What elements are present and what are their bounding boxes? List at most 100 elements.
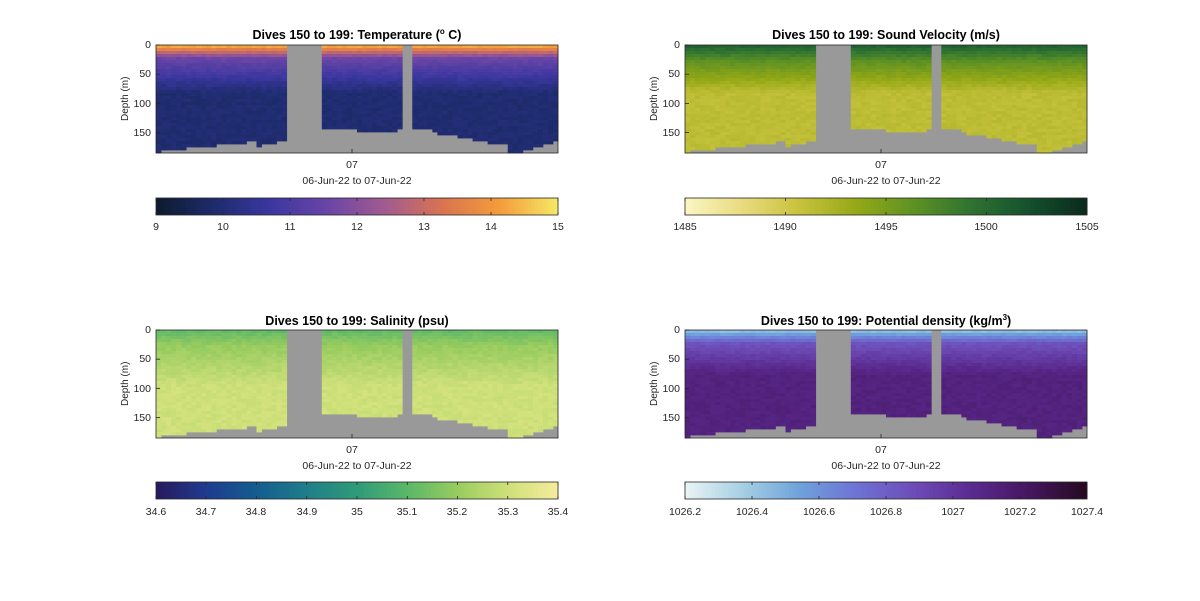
heatmap-cell <box>855 108 862 112</box>
heatmap-cell <box>725 54 731 58</box>
heatmap-cell <box>755 81 761 85</box>
heatmap-cell <box>705 51 711 55</box>
colorbar-segment <box>393 198 398 215</box>
colorbar-segment <box>936 198 941 215</box>
heatmap-cell <box>690 120 696 124</box>
heatmap-cell <box>800 117 807 121</box>
heatmap-cell <box>392 111 398 115</box>
heatmap-cell <box>462 48 468 52</box>
colorbar-segment <box>494 198 499 215</box>
heatmap-cell <box>986 105 992 109</box>
heatmap-cell <box>775 54 781 58</box>
heatmap-cell <box>206 144 212 148</box>
heatmap-column <box>331 45 338 130</box>
heatmap-cell <box>891 75 897 79</box>
heatmap-cell <box>941 126 947 130</box>
heatmap-cell <box>941 60 947 64</box>
heatmap-column <box>176 45 182 151</box>
heatmap-column <box>532 45 539 148</box>
colorbar-segment <box>300 198 304 215</box>
heatmap-cell <box>206 120 212 124</box>
heatmap-cell <box>472 78 479 82</box>
heatmap-cell <box>735 75 741 79</box>
heatmap-cell <box>226 72 232 76</box>
heatmap-cell <box>921 78 927 82</box>
heatmap-cell <box>1076 138 1083 142</box>
colorbar-segment <box>939 198 944 215</box>
heatmap-cell <box>1006 108 1013 112</box>
heatmap-cell <box>720 123 726 127</box>
heatmap-cell <box>966 54 972 58</box>
heatmap-cell <box>710 105 716 109</box>
heatmap-cell <box>1031 111 1038 115</box>
heatmap-cell <box>241 81 247 85</box>
heatmap-cell <box>502 123 509 127</box>
heatmap-cell <box>961 129 967 133</box>
heatmap-cell <box>331 57 338 61</box>
heatmap-cell <box>161 99 167 103</box>
heatmap-cell <box>906 108 912 112</box>
heatmap-cell <box>951 66 957 70</box>
heatmap-cell <box>695 54 701 58</box>
heatmap-cell <box>497 93 504 97</box>
colorbar-segment <box>1016 198 1021 215</box>
heatmap-cell <box>176 99 182 103</box>
heatmap-cell <box>196 108 202 112</box>
heatmap-cell <box>457 114 463 118</box>
heatmap-cell <box>477 66 484 70</box>
heatmap-cell <box>532 78 539 82</box>
heatmap-cell <box>392 84 398 88</box>
heatmap-cell <box>926 84 932 88</box>
heatmap-cell <box>775 78 781 82</box>
colorbar-segment <box>1036 198 1041 215</box>
heatmap-cell <box>800 51 807 55</box>
heatmap-cell <box>527 144 534 148</box>
heatmap-cell <box>710 120 716 124</box>
heatmap-cell <box>547 120 554 124</box>
heatmap-cell <box>271 135 278 139</box>
colorbar-segment <box>410 198 415 215</box>
heatmap-cell <box>221 129 227 133</box>
heatmap-cell <box>382 120 388 124</box>
heatmap-cell <box>870 84 877 88</box>
heatmap-cell <box>1041 129 1048 133</box>
heatmap-cell <box>522 105 529 109</box>
heatmap-cell <box>725 105 731 109</box>
heatmap-cell <box>231 141 237 145</box>
heatmap-cell <box>875 126 882 130</box>
heatmap-cell <box>1011 57 1018 61</box>
colorbar-segment <box>718 198 723 215</box>
heatmap-cell <box>271 141 278 145</box>
heatmap-cell <box>1061 75 1068 79</box>
heatmap-cell <box>795 114 801 118</box>
heatmap-cell <box>1001 135 1008 139</box>
heatmap-cell <box>462 63 468 67</box>
heatmap-cell <box>1066 87 1073 91</box>
heatmap-cell <box>785 66 791 70</box>
heatmap-cell <box>156 141 162 145</box>
heatmap-cell <box>336 75 343 79</box>
heatmap-cell <box>362 48 368 52</box>
heatmap-cell <box>906 102 912 106</box>
heatmap-cell <box>477 54 484 58</box>
heatmap-cell <box>956 69 962 73</box>
heatmap-cell <box>467 87 473 91</box>
heatmap-cell <box>241 63 247 67</box>
heatmap-cell <box>745 108 751 112</box>
colorbar-segment <box>233 198 237 215</box>
heatmap-cell <box>251 72 257 76</box>
heatmap-cell <box>740 54 746 58</box>
heatmap-cell <box>507 114 514 118</box>
heatmap-cell <box>800 78 807 82</box>
heatmap-cell <box>926 99 932 103</box>
heatmap-cell <box>417 78 423 82</box>
heatmap-column <box>372 45 378 133</box>
heatmap-cell <box>507 126 514 130</box>
heatmap-cell <box>961 114 967 118</box>
heatmap-cell <box>921 72 927 76</box>
heatmap-cell <box>725 75 731 79</box>
heatmap-cell <box>341 81 348 85</box>
heatmap-cell <box>196 69 202 73</box>
colorbar-segment <box>715 198 719 215</box>
heatmap-cell <box>231 54 237 58</box>
